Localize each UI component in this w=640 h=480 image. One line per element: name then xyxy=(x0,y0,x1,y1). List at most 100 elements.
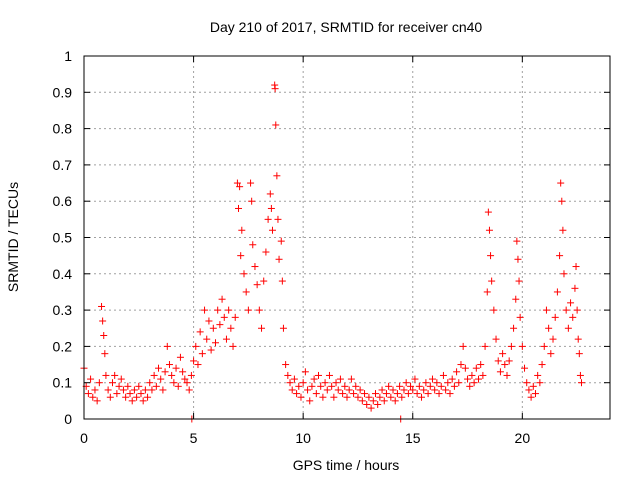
data-point xyxy=(150,371,158,379)
y-tick-label: 0.3 xyxy=(53,302,73,318)
data-point xyxy=(332,379,340,387)
data-point xyxy=(207,346,215,354)
grid-lines xyxy=(84,56,610,419)
data-point xyxy=(437,382,445,390)
x-tick-label: 10 xyxy=(295,430,311,446)
data-point xyxy=(124,382,132,390)
data-point xyxy=(312,390,320,398)
data-point xyxy=(534,371,542,379)
data-point xyxy=(457,361,465,369)
data-point xyxy=(464,375,472,383)
x-tick-label: 20 xyxy=(515,430,531,446)
y-tick-label: 0.5 xyxy=(53,230,73,246)
data-point xyxy=(236,183,244,191)
axis-ticks xyxy=(83,55,610,420)
data-point xyxy=(404,390,412,398)
x-tick-label: 5 xyxy=(190,430,198,446)
data-point xyxy=(361,390,369,398)
data-point xyxy=(284,371,292,379)
data-point xyxy=(101,350,109,358)
data-point xyxy=(128,397,136,405)
data-point xyxy=(385,382,393,390)
data-point xyxy=(431,386,439,394)
data-point xyxy=(328,382,336,390)
data-point xyxy=(306,397,314,405)
data-point xyxy=(278,277,286,285)
data-point xyxy=(227,324,235,332)
data-point xyxy=(323,386,331,394)
data-point xyxy=(341,382,349,390)
data-point xyxy=(111,371,119,379)
data-point xyxy=(446,390,454,398)
data-point xyxy=(231,313,239,321)
data-point xyxy=(572,263,580,271)
data-point xyxy=(499,350,507,358)
data-point xyxy=(560,270,568,278)
data-point xyxy=(336,375,344,383)
data-point xyxy=(492,335,500,343)
data-point xyxy=(106,393,114,401)
data-point xyxy=(248,197,256,205)
data-point xyxy=(119,386,127,394)
data-point xyxy=(122,393,130,401)
data-point xyxy=(148,386,156,394)
data-point xyxy=(297,393,305,401)
data-point xyxy=(95,379,103,387)
data-point xyxy=(382,390,390,398)
data-point xyxy=(203,335,211,343)
data-point xyxy=(168,371,176,379)
data-point xyxy=(400,386,408,394)
data-point xyxy=(569,313,577,321)
data-point xyxy=(510,324,518,332)
data-point xyxy=(387,393,395,401)
data-point xyxy=(146,379,154,387)
data-point xyxy=(444,379,452,387)
data-point xyxy=(242,288,250,296)
data-point xyxy=(330,393,338,401)
y-tick-label: 0.4 xyxy=(53,266,73,282)
data-point xyxy=(391,397,399,405)
data-point xyxy=(172,364,180,372)
data-point xyxy=(350,390,358,398)
data-point xyxy=(233,179,241,187)
data-point xyxy=(551,313,559,321)
data-point xyxy=(93,397,101,405)
data-point xyxy=(393,390,401,398)
data-point xyxy=(135,382,143,390)
data-point xyxy=(470,379,478,387)
data-point xyxy=(183,379,191,387)
data-point xyxy=(433,379,441,387)
data-point xyxy=(453,368,461,376)
data-point xyxy=(574,335,582,343)
data-point xyxy=(102,371,110,379)
data-point xyxy=(428,375,436,383)
data-point xyxy=(518,342,526,350)
data-point xyxy=(249,241,257,249)
data-point xyxy=(192,342,200,350)
data-point xyxy=(251,263,259,271)
data-point xyxy=(218,295,226,303)
data-point xyxy=(575,350,583,358)
data-point xyxy=(157,375,165,383)
data-point xyxy=(133,393,141,401)
data-point xyxy=(181,375,189,383)
data-point xyxy=(115,382,123,390)
data-point xyxy=(413,390,421,398)
data-point xyxy=(420,386,428,394)
data-point xyxy=(244,306,252,314)
y-tick-labels: 0 0.1 0.2 0.3 0.4 0.5 0.6 0.7 0.8 0.9 1 xyxy=(53,48,73,427)
data-point xyxy=(179,368,187,376)
data-point xyxy=(442,386,450,394)
chart-title: Day 210 of 2017, SRMTID for receiver cn4… xyxy=(210,19,483,35)
data-point xyxy=(564,324,572,332)
data-point xyxy=(288,386,296,394)
data-point xyxy=(374,400,382,408)
data-point xyxy=(435,390,443,398)
data-point xyxy=(411,375,419,383)
data-point xyxy=(89,393,97,401)
x-tick-label: 15 xyxy=(405,430,421,446)
data-point xyxy=(225,306,233,314)
data-series-srmtid xyxy=(80,81,586,423)
data-point xyxy=(354,393,362,401)
data-point xyxy=(334,386,342,394)
